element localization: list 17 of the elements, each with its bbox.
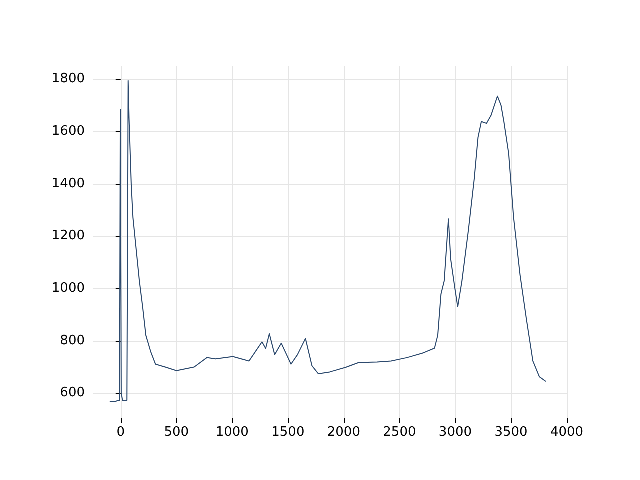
y-tick-label: 1600 bbox=[52, 124, 85, 139]
y-tick-label: 1000 bbox=[52, 280, 85, 296]
x-tick-label: 500 bbox=[164, 425, 190, 440]
y-tick-label: 1200 bbox=[52, 228, 85, 244]
line-series bbox=[109, 80, 547, 403]
y-tick-label: 600 bbox=[60, 386, 85, 401]
x-tick-label: 2500 bbox=[383, 425, 416, 440]
y-tick-label: 800 bbox=[60, 333, 85, 348]
y-tick-label: 1400 bbox=[52, 176, 85, 192]
x-tick-label: 3000 bbox=[438, 425, 472, 440]
x-tick-label: 1000 bbox=[216, 425, 249, 440]
y-tick-label: 1800 bbox=[52, 72, 85, 87]
x-tick-label: 2000 bbox=[327, 425, 360, 440]
x-tick-label: 3500 bbox=[494, 425, 528, 440]
x-tick-label: 1500 bbox=[272, 425, 305, 440]
x-tick-label: 0 bbox=[116, 425, 126, 440]
x-tick-label: 4000 bbox=[550, 425, 584, 440]
